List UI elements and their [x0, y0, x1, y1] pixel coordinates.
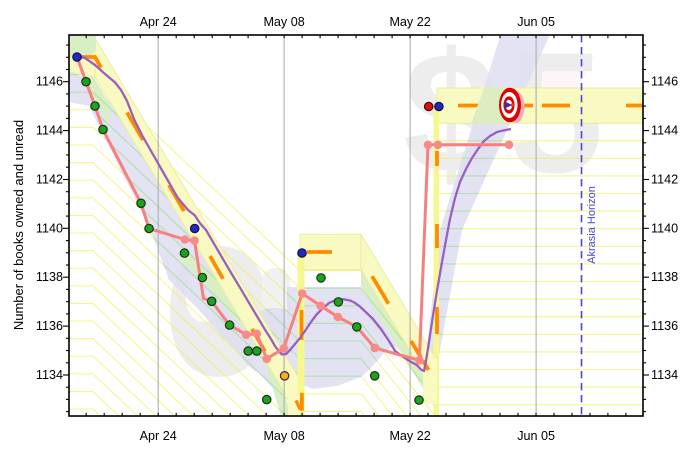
svg-text:May 22: May 22 [389, 429, 430, 443]
svg-text:Jun 05: Jun 05 [517, 15, 555, 29]
svg-text:1136: 1136 [651, 319, 678, 333]
svg-text:Apr 24: Apr 24 [140, 15, 177, 29]
svg-text:May 08: May 08 [263, 429, 304, 443]
svg-text:1138: 1138 [36, 270, 63, 284]
svg-text:1142: 1142 [651, 173, 678, 187]
svg-text:Akrasia Horizon: Akrasia Horizon [586, 186, 598, 264]
svg-text:1144: 1144 [36, 124, 63, 138]
svg-text:May 08: May 08 [263, 15, 304, 29]
svg-text:Number of books owned and unre: Number of books owned and unread [11, 120, 26, 330]
svg-text:1144: 1144 [651, 124, 678, 138]
svg-text:1134: 1134 [36, 368, 63, 382]
svg-text:1138: 1138 [651, 270, 678, 284]
svg-text:1136: 1136 [36, 319, 63, 333]
svg-text:Apr 24: Apr 24 [140, 429, 177, 443]
svg-text:1146: 1146 [36, 75, 63, 89]
svg-text:1146: 1146 [651, 75, 678, 89]
svg-text:Jun 05: Jun 05 [517, 429, 555, 443]
svg-text:1140: 1140 [651, 221, 678, 235]
svg-text:1140: 1140 [36, 221, 63, 235]
svg-text:1134: 1134 [651, 368, 678, 382]
svg-text:May 22: May 22 [389, 15, 430, 29]
svg-text:1142: 1142 [36, 173, 63, 187]
